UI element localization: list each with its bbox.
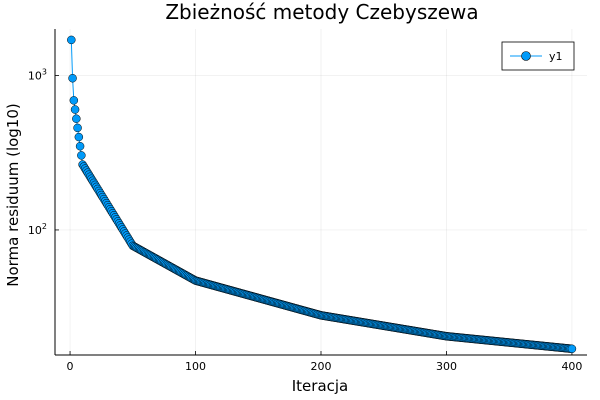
y-tick-exponent: 3 [42, 67, 47, 76]
data-point [74, 132, 84, 142]
data-point [75, 141, 85, 151]
y-tick-exponent: 2 [42, 222, 47, 231]
axes [54, 29, 587, 356]
data-point [73, 123, 82, 133]
y-tick-base: 10 [28, 224, 42, 237]
legend: y1 [501, 41, 575, 71]
data-point [70, 105, 80, 114]
y-tick-base: 10 [28, 69, 42, 82]
legend-label: y1 [549, 50, 563, 63]
x-tick-label: 200 [311, 360, 332, 373]
x-tick-label: 400 [561, 360, 582, 373]
data-point [77, 151, 86, 160]
x-tick-label: 300 [436, 360, 457, 373]
x-tick-label: 0 [67, 360, 74, 373]
chart-title: Zbieżność metody Czebyszewa [165, 0, 478, 24]
data-point [72, 114, 81, 123]
data-point [68, 73, 77, 83]
x-axis-label: Iteracja [292, 377, 349, 395]
legend-marker [521, 51, 531, 61]
x-tick-label: 100 [185, 360, 206, 373]
grid [55, 29, 587, 355]
data-point [567, 344, 577, 354]
data-point [67, 35, 76, 45]
y-tick-label: 102 [28, 222, 47, 237]
data-point [69, 96, 79, 105]
y-tick-label: 103 [28, 67, 47, 82]
y-axis-label: Norma residuum (log10) [4, 103, 22, 287]
series-y1 [67, 35, 577, 354]
